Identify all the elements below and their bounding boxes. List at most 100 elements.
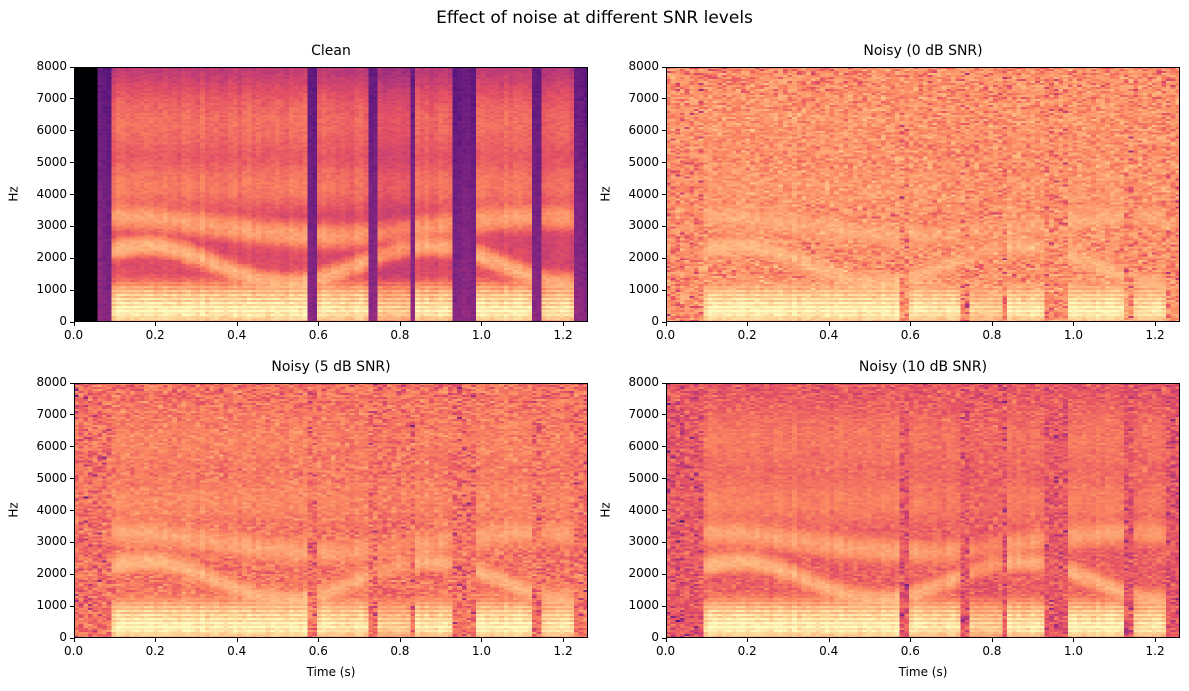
x-tick (747, 322, 749, 326)
x-tick (1155, 638, 1157, 642)
x-tick (399, 322, 401, 326)
x-tick (910, 638, 912, 642)
y-tick-label: 6000 (36, 438, 67, 453)
x-tick-label: 1.2 (1145, 328, 1165, 342)
x-tick (991, 638, 993, 642)
y-tick-label: 2000 (628, 566, 659, 581)
x-tick (1073, 638, 1075, 642)
x-tick (481, 638, 483, 642)
x-tick-label: 0.6 (308, 328, 328, 342)
x-tick (318, 638, 320, 642)
y-tick-label: 4000 (628, 502, 659, 517)
y-tick (662, 289, 666, 291)
x-tick-label: 0.4 (227, 328, 247, 342)
y-tick-label: 8000 (36, 59, 67, 73)
y-tick-label: 6000 (36, 122, 67, 137)
x-tick (665, 638, 667, 642)
y-tick (70, 541, 74, 543)
y-tick-label: 5000 (628, 154, 659, 169)
y-tick (70, 573, 74, 575)
y-tick-label: 3000 (628, 534, 659, 549)
y-tick-label: 6000 (628, 122, 659, 137)
y-tick (662, 637, 666, 639)
x-tick (1073, 322, 1075, 326)
y-tick-label: 0 (59, 630, 67, 644)
x-tick (665, 322, 667, 326)
x-tick-label: 0.0 (64, 644, 84, 658)
x-tick (747, 638, 749, 642)
x-tick (399, 638, 401, 642)
y-tick-label: 3000 (36, 534, 67, 549)
y-tick-label: 7000 (628, 90, 659, 105)
y-tick (70, 66, 74, 68)
y-tick (662, 414, 666, 416)
y-axis-label: Hz (6, 501, 21, 518)
y-tick-label: 8000 (36, 375, 67, 389)
y-tick (70, 382, 74, 384)
x-tick-label: 0.2 (145, 328, 165, 342)
y-tick-label: 6000 (628, 438, 659, 453)
y-tick-label: 1000 (628, 598, 659, 613)
y-tick (662, 98, 666, 100)
y-tick (70, 414, 74, 416)
y-tick-label: 1000 (36, 598, 67, 613)
y-tick-label: 4000 (36, 186, 67, 201)
y-tick-label: 8000 (628, 375, 659, 389)
x-tick (73, 322, 75, 326)
y-axis-label: Hz (598, 501, 613, 518)
figure-title: Effect of noise at different SNR levels (436, 8, 753, 28)
x-tick-label: 0.6 (900, 644, 920, 658)
x-axis-label: Time (s) (898, 665, 948, 679)
spectrogram-panel-0: Clean 0.0 0.2 0.4 0.6 0.8 1.0 1.2 0 1000 2000 3000 4… (7, 43, 588, 342)
y-axis-label: Hz (6, 185, 21, 202)
y-tick-label: 0 (651, 314, 659, 328)
x-tick-label: 0.8 (982, 328, 1002, 342)
x-tick-label: 0.6 (308, 644, 328, 658)
y-tick (662, 162, 666, 164)
y-tick-label: 5000 (628, 470, 659, 485)
spectrogram-panel-3: Noisy (10 dB SNR) 0.0 0.2 0.4 0.6 0.8 1.0 1.2 0 1… (599, 359, 1180, 679)
x-tick (828, 322, 830, 326)
y-tick-label: 1000 (628, 282, 659, 297)
y-tick (662, 382, 666, 384)
y-tick-label: 4000 (36, 502, 67, 517)
x-tick-label: 0.2 (737, 328, 757, 342)
y-tick (70, 130, 74, 132)
y-tick-label: 7000 (628, 406, 659, 421)
y-tick (662, 225, 666, 227)
y-tick-label: 0 (59, 314, 67, 328)
spectrogram-heatmap (74, 383, 588, 638)
y-tick-label: 8000 (628, 59, 659, 73)
x-tick (318, 322, 320, 326)
panel-title: Noisy (5 dB SNR) (271, 359, 391, 375)
y-tick-label: 2000 (628, 250, 659, 265)
x-tick (910, 322, 912, 326)
y-tick-label: 0 (651, 630, 659, 644)
spectrogram-panel-2: Noisy (5 dB SNR) 0.0 0.2 0.4 0.6 0.8 1.0 1.2 0 10… (7, 359, 588, 679)
x-tick (563, 322, 565, 326)
x-tick-label: 0.4 (819, 328, 839, 342)
x-tick-label: 1.0 (1063, 328, 1084, 342)
spectrogram-heatmap (666, 67, 1180, 322)
y-tick (70, 510, 74, 511)
x-tick-label: 1.0 (471, 328, 492, 342)
x-tick-label: 0.6 (900, 328, 920, 342)
y-tick (70, 478, 74, 480)
panel-title: Clean (311, 43, 351, 59)
y-tick (70, 321, 74, 323)
y-tick-label: 2000 (36, 566, 67, 581)
y-tick (70, 257, 74, 259)
x-tick-label: 0.8 (390, 328, 410, 342)
spectrogram-heatmap (74, 67, 588, 322)
y-tick-label: 5000 (36, 470, 67, 485)
y-tick (662, 541, 666, 543)
x-tick-label: 0.2 (737, 644, 757, 658)
x-tick (481, 322, 483, 326)
y-tick-label: 7000 (36, 406, 67, 421)
x-tick-label: 0.4 (227, 644, 247, 658)
x-tick-label: 0.0 (64, 328, 84, 342)
x-axis-label: Time (s) (306, 665, 356, 679)
axes-frame (74, 383, 588, 638)
y-tick-label: 3000 (628, 218, 659, 233)
